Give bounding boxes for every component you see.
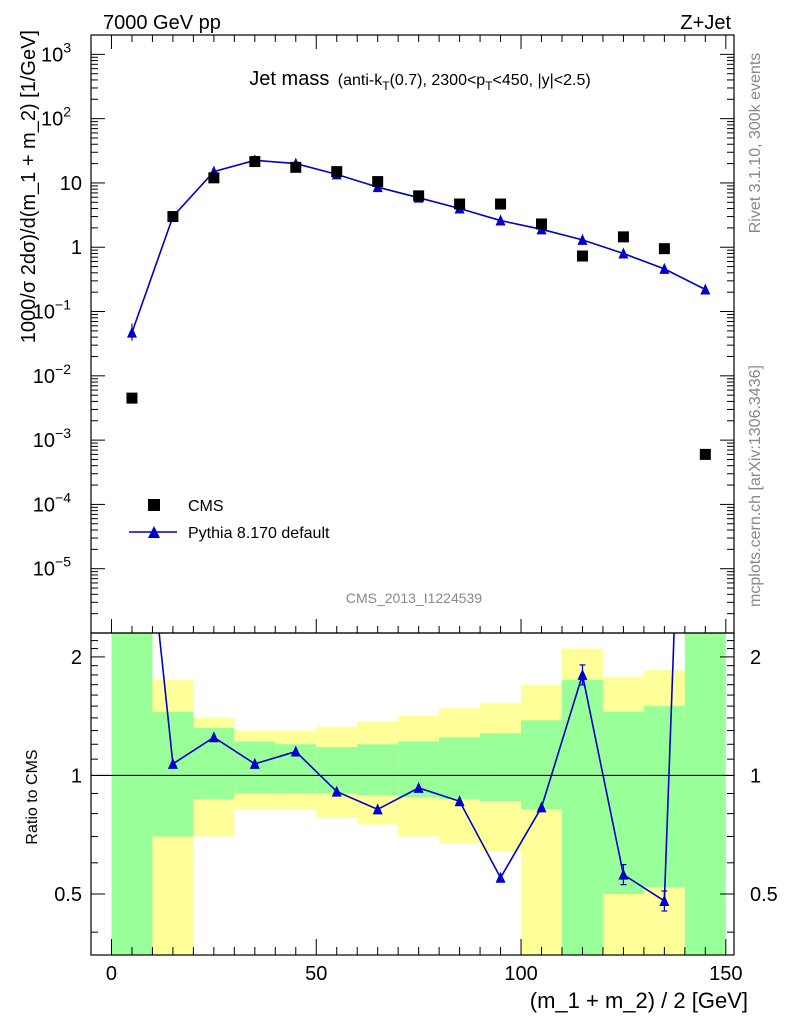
pythia-point: [577, 233, 588, 245]
plot-title-main: Jet mass: [249, 68, 329, 90]
ratio-y-tick-label-right: 1: [750, 765, 761, 787]
ratio-y-axis-label: Ratio to CMS: [24, 749, 41, 844]
cms-data-point: [290, 161, 302, 173]
plot-title-sub-pre: (anti-k: [338, 72, 383, 89]
ratio-band-inner: [111, 633, 153, 955]
ratio-band-inner: [439, 737, 481, 800]
mcplots-label: mcplots.cern.ch [arXiv:1306.3436]: [747, 365, 764, 607]
ratio-y-tick-label-left: 2: [71, 647, 82, 669]
cms-data-point: [208, 172, 220, 184]
ratio-axis-ticks: 0.5 0.5 1 1 2 2 0 50 100 150: [54, 640, 778, 985]
main-y-axis-label: 1000/σ 2dσ)/d(m_1 + m_2) [1/GeV]: [18, 30, 40, 343]
header-left-label: 7000 GeV pp: [103, 12, 221, 34]
pythia-point: [495, 214, 506, 226]
ratio-point: [331, 785, 342, 797]
cms-data-point: [249, 156, 261, 168]
x-axis-label: (m_1 + m_2) / 2 [GeV]: [530, 988, 748, 1013]
legend-label-cms: CMS: [188, 498, 224, 515]
legend-label-pythia: Pythia 8.170 default: [188, 525, 330, 542]
pythia-point: [700, 283, 711, 295]
main-y-tick-label: 10−5: [33, 554, 71, 581]
main-y-tick-label: 10−4: [33, 489, 71, 516]
ratio-plot-frame: [90, 632, 735, 956]
x-tick-label: 50: [305, 963, 327, 985]
cms-data-point: [126, 392, 138, 404]
cms-data-point: [331, 166, 343, 178]
main-y-tick-label: 10−3: [33, 425, 71, 452]
plot-title: Jet mass (anti-kT(0.7), 2300<pT<450, |y|…: [249, 68, 590, 93]
rivet-version-label: Rivet 3.1.10, 300k events: [747, 53, 764, 234]
ratio-y-tick-label-right: 2: [750, 647, 761, 669]
cms-data-point: [454, 198, 466, 210]
ratio-point: [167, 757, 178, 769]
cms-data-point: [167, 211, 179, 223]
cms-data-point: [536, 218, 548, 230]
legend: CMS Pythia 8.170 default: [129, 498, 330, 542]
ratio-bands: [111, 633, 726, 955]
ratio-data-marks: [91, 633, 734, 912]
cms-data-point: [495, 198, 507, 210]
main-y-tick-label: 1: [71, 237, 82, 259]
x-tick-label: 0: [106, 963, 117, 985]
x-tick-label: 150: [709, 963, 742, 985]
pythia-point: [659, 262, 670, 274]
main-y-tick-label: 10−1: [33, 297, 71, 324]
ratio-point: [372, 803, 383, 815]
cms-data-point: [699, 448, 711, 460]
ratio-y-tick-label-left: 1: [71, 765, 82, 787]
main-axis-ticks: 10−5 10−4 10−3 10−2 10−1 1 10 102 103: [33, 34, 734, 633]
main-y-tick-label: 102: [41, 104, 71, 131]
ratio-band-inner: [480, 733, 522, 802]
plot-title-sub-post: <450, |y|<2.5): [493, 72, 591, 89]
main-plot-frame: [90, 34, 735, 634]
ratio-band-inner: [643, 706, 685, 888]
plot-title-sub-t2: T: [485, 79, 493, 93]
analysis-id-label: CMS_2013_I1224539: [346, 590, 482, 606]
plot-title-sub-t1: T: [382, 79, 390, 93]
ratio-band-inner: [521, 720, 562, 810]
header-right-label: Z+Jet: [680, 12, 731, 34]
pythia-point: [618, 247, 629, 259]
ratio-point: [413, 781, 424, 793]
main-y-tick-label: 10: [60, 173, 82, 195]
ratio-band-inner: [684, 633, 726, 955]
ratio-point: [208, 731, 219, 743]
cms-data-point: [617, 231, 629, 243]
ratio-band-inner: [152, 711, 194, 837]
legend-marker-cms: [148, 499, 160, 511]
cms-data-point: [372, 176, 384, 188]
ratio-point: [495, 871, 506, 883]
cms-data-point: [413, 190, 425, 202]
cms-data-point: [658, 243, 670, 255]
ratio-point: [249, 757, 260, 769]
pythia-series-line: [131, 159, 706, 333]
main-y-tick-label: 103: [41, 39, 71, 66]
plot-title-sub-mid: (0.7), 2300<p: [390, 72, 486, 89]
ratio-band-inner: [561, 679, 603, 955]
ratio-y-tick-label-left: 0.5: [54, 884, 82, 906]
ratio-band-inner: [602, 711, 644, 894]
x-tick-label: 100: [504, 963, 537, 985]
main-y-tick-label: 10−2: [33, 361, 71, 388]
ratio-point: [536, 801, 547, 813]
legend-marker-pythia: [148, 526, 160, 538]
ratio-band-inner: [357, 744, 399, 796]
ratio-point: [454, 795, 465, 807]
ratio-y-tick-label-right: 0.5: [750, 884, 778, 906]
main-data-marks: [126, 154, 711, 460]
cms-data-point: [576, 250, 588, 262]
ratio-point: [290, 745, 301, 757]
